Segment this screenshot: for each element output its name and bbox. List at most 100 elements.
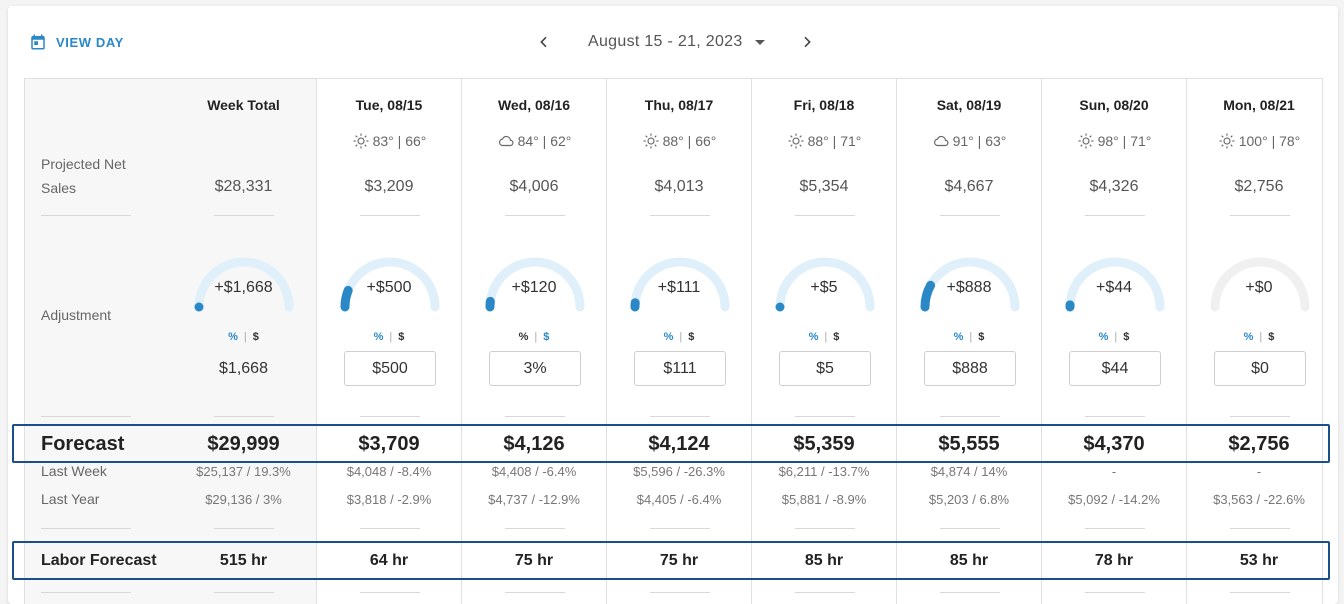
day-projected-net-sales: $4,326 xyxy=(1089,178,1139,195)
gauge-fill xyxy=(194,302,204,312)
divider xyxy=(650,416,710,417)
gauge-track xyxy=(1210,257,1310,312)
divider xyxy=(1085,528,1145,529)
projected-net-sales-label: Projected Net Sales xyxy=(41,156,126,196)
day-adjustment-input[interactable]: $111 xyxy=(634,351,726,386)
gauge-track xyxy=(194,257,294,312)
day-last-year: $4,405 / -6.4% xyxy=(636,492,722,507)
dollar-toggle[interactable]: $ xyxy=(1268,331,1275,343)
dollar-toggle[interactable]: $ xyxy=(252,331,259,343)
day-adjustment-input[interactable]: $888 xyxy=(924,351,1016,386)
labor-forecast-label: Labor Forecast xyxy=(41,552,157,569)
day-last-week: $4,408 / -6.4% xyxy=(491,464,577,479)
day-labor-forecast: 78 hr xyxy=(1094,552,1134,569)
day-adjustment-input[interactable]: $0 xyxy=(1214,351,1306,386)
dollar-toggle[interactable]: $ xyxy=(978,331,985,343)
dollar-toggle[interactable]: $ xyxy=(1123,331,1130,343)
divider xyxy=(360,215,420,216)
day-forecast: $2,756 xyxy=(1228,433,1290,455)
week-total-projected-net-sales: $28,331 xyxy=(214,178,273,195)
day-adjustment-input[interactable]: $44 xyxy=(1069,351,1161,386)
day-adjustment-display: +$500 xyxy=(366,279,412,296)
previous-week-button[interactable] xyxy=(530,28,558,56)
sun-icon xyxy=(1219,133,1235,149)
percent-toggle[interactable]: % xyxy=(953,331,964,343)
day-last-week: - xyxy=(1256,464,1262,479)
divider xyxy=(360,528,420,529)
week-total-labor-forecast: 515 hr xyxy=(219,552,268,569)
date-range-dropdown[interactable]: August 15 - 21, 2023 xyxy=(588,33,765,51)
day-header: Tue, 08/15 xyxy=(355,97,423,113)
next-week-button[interactable] xyxy=(793,28,821,56)
day-last-week: $4,048 / -8.4% xyxy=(346,464,432,479)
day-last-year: $5,092 / -14.2% xyxy=(1068,492,1160,507)
day-column: Sat, 08/19 91° | 63° $4,667 +$888% | $ $888 $5,… xyxy=(896,79,1041,604)
weather-temperatures: 91° | 63° xyxy=(952,133,1007,149)
dollar-toggle[interactable]: $ xyxy=(833,331,840,343)
day-forecast: $5,555 xyxy=(938,433,1000,455)
day-labor-forecast: 53 hr xyxy=(1239,552,1279,569)
dollar-toggle[interactable]: $ xyxy=(543,331,550,343)
percent-toggle[interactable]: % xyxy=(373,331,384,343)
day-forecast: $4,370 xyxy=(1083,433,1145,455)
divider xyxy=(41,528,131,529)
day-adjustment-gauge xyxy=(1065,257,1165,312)
day-weather: 84° | 62° xyxy=(462,132,606,150)
divider xyxy=(41,416,131,417)
gauge-fill xyxy=(775,302,785,312)
percent-toggle[interactable]: % xyxy=(663,331,674,343)
caret-down-icon xyxy=(754,39,765,45)
divider xyxy=(1230,215,1290,216)
last-year-label: Last Year xyxy=(41,491,100,507)
weather-temperatures: 98° | 71° xyxy=(1097,133,1152,149)
day-adjustment-display: +$0 xyxy=(1245,279,1273,296)
sun-icon xyxy=(353,133,369,149)
view-day-button[interactable]: VIEW DAY xyxy=(29,32,124,52)
day-adjustment-input[interactable]: $5 xyxy=(779,351,871,386)
divider xyxy=(1230,592,1290,593)
percent-toggle[interactable]: % xyxy=(228,331,238,343)
day-labor-forecast: 85 hr xyxy=(949,552,989,569)
dollar-toggle[interactable]: $ xyxy=(688,331,695,343)
day-column: Tue, 08/15 83° | 66° $3,209 +$500% | $ $500 $3,… xyxy=(316,79,461,604)
day-adjustment-display: +$111 xyxy=(657,279,701,296)
day-header: Wed, 08/16 xyxy=(497,97,571,113)
divider xyxy=(360,416,420,417)
divider xyxy=(214,528,274,529)
day-adjustment-input[interactable]: $500 xyxy=(344,351,436,386)
day-header: Sat, 08/19 xyxy=(936,97,1002,113)
day-column: Fri, 08/18 88° | 71° $5,354 +$5% | $ $5 $5,359 $… xyxy=(751,79,896,604)
divider xyxy=(360,592,420,593)
day-adjustment-gauge xyxy=(485,257,585,312)
weather-temperatures: 88° | 66° xyxy=(662,133,717,149)
calendar-icon xyxy=(31,34,45,50)
day-projected-net-sales: $3,209 xyxy=(364,178,414,195)
divider xyxy=(1230,528,1290,529)
view-day-label: VIEW DAY xyxy=(56,34,124,50)
day-header: Thu, 08/17 xyxy=(644,97,714,113)
gauge-track xyxy=(775,257,875,312)
forecast-grid: Projected Net Sales Adjustment Forecast … xyxy=(24,78,1323,604)
last-week-label: Last Week xyxy=(41,463,107,479)
week-total-header: Week Total xyxy=(207,97,280,113)
percent-toggle[interactable]: % xyxy=(518,331,529,343)
day-adjustment-input[interactable]: 3% xyxy=(489,351,581,386)
divider xyxy=(1085,592,1145,593)
percent-toggle[interactable]: % xyxy=(1098,331,1109,343)
week-total-column: Week Total $28,331 +$1,668 % | $ $1,668 $2… xyxy=(171,79,316,604)
percent-toggle[interactable]: % xyxy=(808,331,819,343)
week-total-adjustment-display: +$1,668 xyxy=(214,279,273,296)
toolbar: VIEW DAY August 15 - 21, 2023 xyxy=(0,0,1344,78)
divider xyxy=(505,592,565,593)
divider xyxy=(41,592,131,593)
day-projected-net-sales: $2,756 xyxy=(1234,178,1284,195)
day-last-year: $3,563 / -22.6% xyxy=(1213,492,1305,507)
gauge-track xyxy=(485,257,585,312)
day-forecast: $4,124 xyxy=(648,433,710,455)
percent-toggle[interactable]: % xyxy=(1243,331,1254,343)
forecast-label: Forecast xyxy=(41,433,125,455)
day-last-week: $4,874 / 14% xyxy=(930,464,1008,479)
sun-icon xyxy=(788,133,804,149)
divider xyxy=(214,416,274,417)
dollar-toggle[interactable]: $ xyxy=(398,331,405,343)
